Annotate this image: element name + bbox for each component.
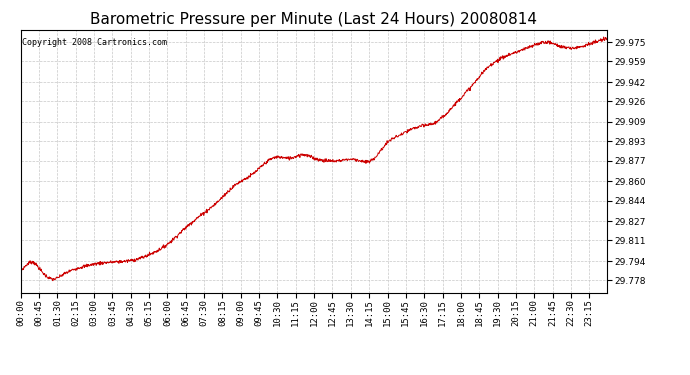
Title: Barometric Pressure per Minute (Last 24 Hours) 20080814: Barometric Pressure per Minute (Last 24 … <box>90 12 538 27</box>
Text: Copyright 2008 Cartronics.com: Copyright 2008 Cartronics.com <box>23 38 168 47</box>
